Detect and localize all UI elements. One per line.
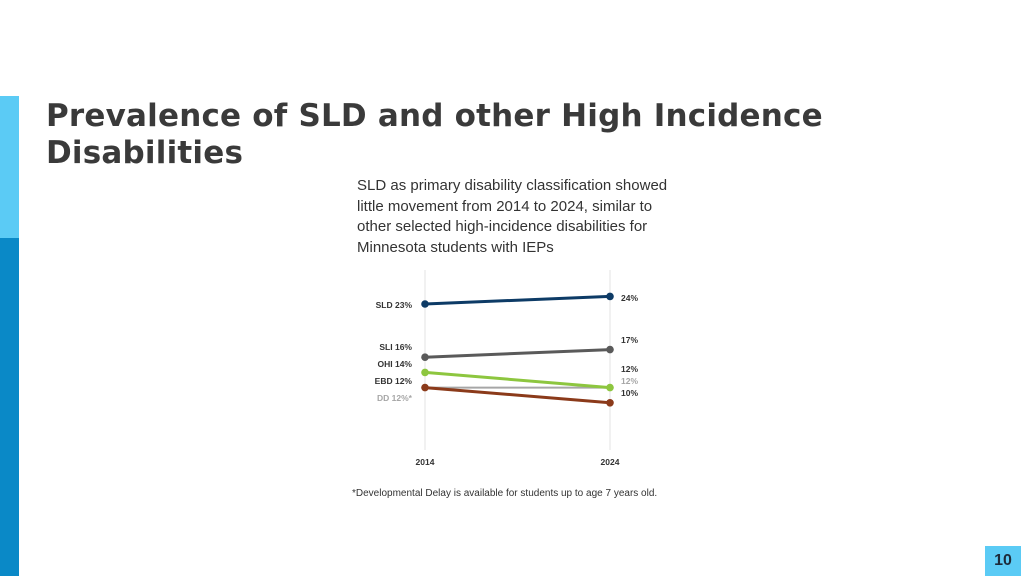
label-dd-2014: DD 12%* xyxy=(377,393,413,403)
label-ohi-2024: 12% xyxy=(621,364,638,374)
point-sli-2024 xyxy=(606,345,614,354)
slide-title: Prevalence of SLD and other High Inciden… xyxy=(46,98,823,171)
series-line-sli xyxy=(424,348,611,359)
label-sli-2024: 17% xyxy=(621,335,638,345)
point-ebd-2014 xyxy=(421,383,429,392)
page-number: 10 xyxy=(985,546,1021,576)
point-ohi-2024 xyxy=(606,383,614,392)
series-line-ohi xyxy=(424,370,611,390)
x-tick-label-2024: 2024 xyxy=(601,457,620,467)
chart-title: SLD as primary disability classification… xyxy=(357,177,668,256)
label-sld-2014: SLD 23% xyxy=(376,300,413,310)
accent-bar-top xyxy=(0,96,19,238)
series-line-sld xyxy=(424,294,611,306)
footnote: *Developmental Delay is available for st… xyxy=(352,488,658,499)
point-ebd-2024 xyxy=(606,399,614,407)
point-sld-2024 xyxy=(606,292,614,301)
point-sld-2014 xyxy=(421,300,429,308)
label-ebd-2014: EBD 12% xyxy=(375,376,413,386)
label-sld-2024: 24% xyxy=(621,293,638,303)
point-ohi-2014 xyxy=(421,368,429,377)
label-sli-2014: SLI 16% xyxy=(379,342,412,352)
series-line-ebd xyxy=(424,386,611,405)
line-chart: 2014 2024 SLD 23% 24% SLI 16% 17% OHI 14% 12% EB… xyxy=(375,270,638,467)
label-dd-2024: 12% xyxy=(621,376,638,386)
point-sli-2014 xyxy=(421,353,429,361)
accent-bar-bottom xyxy=(0,238,19,576)
label-ohi-2014: OHI 14% xyxy=(378,359,413,369)
x-tick-label-2014: 2014 xyxy=(416,457,435,467)
label-ebd-2024: 10% xyxy=(621,388,638,398)
